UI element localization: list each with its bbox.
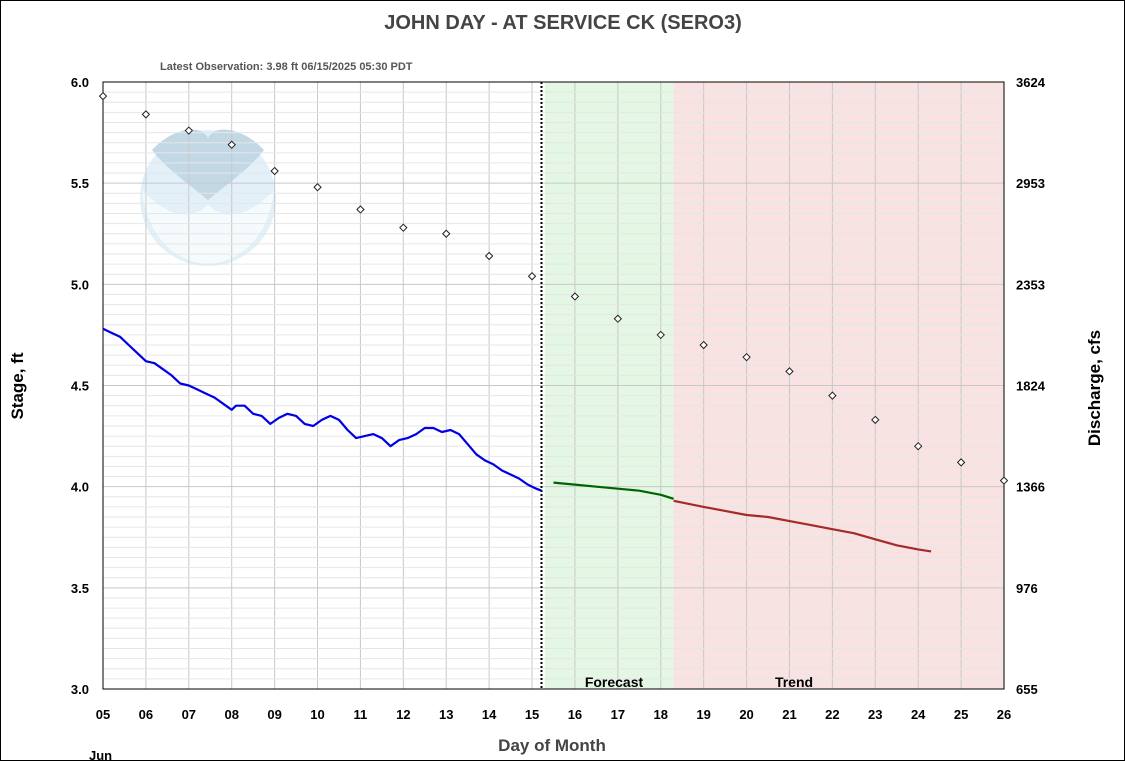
y2-tick-label: 2953 (1016, 176, 1045, 191)
x-tick-label: 15 (525, 707, 539, 722)
history-point (913, 441, 923, 451)
y-tick-labels: 3.0 3.5 4.0 4.5 5.0 5.5 6.0 (71, 75, 89, 697)
history-point (98, 91, 108, 101)
forecast-stage-line (553, 481, 674, 500)
x-tick-label: 12 (396, 707, 410, 722)
x-tick-label: 09 (267, 707, 281, 722)
history-point (227, 140, 236, 149)
y-tick-label: 4.0 (71, 480, 89, 495)
history-point (570, 292, 580, 301)
x-tick-label: 25 (954, 707, 968, 722)
y2-axis-label: Discharge, cfs (1085, 330, 1104, 446)
observed-stage-line (102, 327, 542, 492)
x-tick-label: 22 (825, 707, 839, 722)
x-tick-label: 13 (439, 707, 453, 722)
x-tick-label: 20 (739, 707, 753, 722)
history-point (871, 415, 880, 425)
y-tick-label: 5.5 (71, 176, 89, 191)
x-axis-label: Day of Month (498, 736, 606, 755)
x-tick-label: 24 (911, 707, 926, 722)
y2-tick-label: 976 (1016, 581, 1038, 596)
x-tick-label: 26 (997, 707, 1011, 722)
history-point (527, 272, 537, 281)
y-tick-label: 5.0 (71, 277, 89, 292)
x-tick-label: 18 (654, 707, 668, 722)
latest-observation: Latest Observation: 3.98 ft 06/15/2025 0… (160, 61, 413, 73)
trend-label: Trend (775, 674, 813, 690)
history-point (828, 391, 837, 400)
history-point (956, 458, 966, 467)
flood-history-points (98, 91, 1009, 485)
history-point (785, 367, 794, 376)
x-tick-labels: 05 06 07 08 09 10 11 12 13 14 15 16 17 18 19 20 21 22 23 24… (96, 707, 1011, 722)
trend-stage-line (673, 499, 932, 553)
x-tick-label: 17 (611, 707, 625, 722)
history-point (313, 183, 322, 192)
history-point (184, 126, 194, 135)
y-tick-label: 3.5 (71, 581, 89, 596)
history-point (699, 340, 708, 350)
x-tick-label: 21 (782, 707, 796, 722)
x-tick-label: 14 (482, 707, 497, 722)
y-axis-label: Stage, ft (8, 352, 27, 419)
x-tick-label: 05 (96, 707, 110, 722)
x-tick-label: 23 (868, 707, 882, 722)
history-point (999, 476, 1009, 485)
history-point (442, 229, 451, 238)
month-label: Jun (89, 748, 112, 761)
x-tick-label: 08 (224, 707, 238, 722)
y2-tick-label: 1824 (1016, 379, 1046, 394)
history-point (270, 166, 279, 176)
y-tick-label: 3.0 (71, 682, 89, 697)
x-tick-label: 07 (182, 707, 196, 722)
x-tick-label: 10 (310, 707, 324, 722)
history-point (742, 352, 751, 362)
x-tick-label: 06 (139, 707, 153, 722)
history-point (399, 223, 408, 232)
chart-title: JOHN DAY - AT SERVICE CK (SERO3) (384, 12, 741, 34)
y2-tick-label: 2353 (1016, 277, 1045, 292)
y2-tick-label: 1366 (1016, 480, 1045, 495)
plot-border (102, 81, 1005, 690)
x-tick-label: 16 (568, 707, 582, 722)
history-point (656, 330, 665, 340)
forecast-label: Forecast (585, 674, 644, 690)
x-tick-label: 19 (696, 707, 710, 722)
noaa-logo (140, 129, 276, 266)
y2-tick-labels: 655 976 1366 1824 2353 2953 3624 (1016, 75, 1046, 697)
y2-tick-label: 655 (1016, 682, 1038, 697)
history-point (141, 110, 151, 119)
y2-tick-label: 3624 (1016, 75, 1046, 90)
y-tick-label: 6.0 (71, 75, 89, 90)
series (102, 327, 932, 553)
history-point (484, 251, 494, 261)
history-point (356, 205, 365, 214)
history-point (613, 314, 623, 323)
y-tick-label: 4.5 (71, 379, 89, 394)
grid (102, 81, 1005, 690)
x-tick-label: 11 (354, 707, 368, 722)
